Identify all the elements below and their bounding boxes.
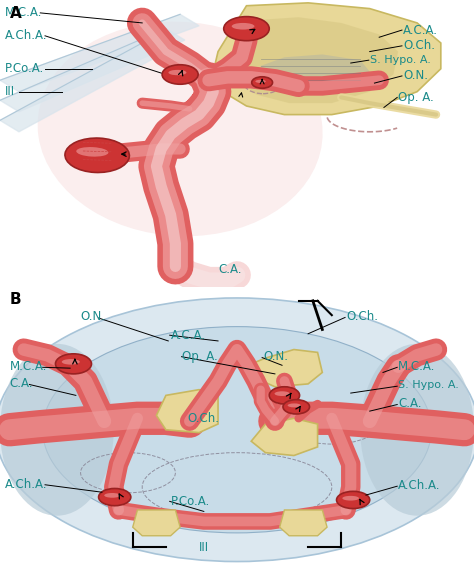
Text: Op. A.: Op. A. xyxy=(398,91,434,104)
Ellipse shape xyxy=(0,344,114,516)
Polygon shape xyxy=(251,350,322,387)
Polygon shape xyxy=(256,54,370,89)
Polygon shape xyxy=(0,14,199,92)
Text: M.C.A.: M.C.A. xyxy=(9,360,47,373)
Ellipse shape xyxy=(65,138,129,172)
Ellipse shape xyxy=(99,488,131,506)
Text: O.N.: O.N. xyxy=(263,350,288,363)
Ellipse shape xyxy=(62,359,80,364)
Text: A.Ch.A.: A.Ch.A. xyxy=(5,29,47,42)
Ellipse shape xyxy=(232,23,255,30)
Text: A.C.A.: A.C.A. xyxy=(171,329,206,342)
Ellipse shape xyxy=(288,403,301,407)
Text: III: III xyxy=(5,85,15,98)
Text: P.Co.A.: P.Co.A. xyxy=(5,62,44,75)
Text: O.N.: O.N. xyxy=(81,310,106,323)
Ellipse shape xyxy=(255,80,266,83)
Text: A.Ch.A.: A.Ch.A. xyxy=(5,478,47,490)
Polygon shape xyxy=(237,17,398,103)
Polygon shape xyxy=(133,510,180,536)
Ellipse shape xyxy=(104,493,120,498)
Text: M.C.A.: M.C.A. xyxy=(5,6,42,19)
Ellipse shape xyxy=(224,17,269,41)
Text: P.Co.A.: P.Co.A. xyxy=(171,495,210,508)
Ellipse shape xyxy=(43,327,431,533)
Ellipse shape xyxy=(283,400,310,414)
Ellipse shape xyxy=(76,147,109,156)
Polygon shape xyxy=(251,418,318,456)
Text: A.C.A.: A.C.A. xyxy=(403,23,438,37)
Ellipse shape xyxy=(269,387,300,404)
Ellipse shape xyxy=(274,391,290,396)
Text: A: A xyxy=(9,6,21,21)
Ellipse shape xyxy=(55,354,91,374)
Ellipse shape xyxy=(37,22,323,236)
Text: C.A.: C.A. xyxy=(218,263,242,276)
Polygon shape xyxy=(0,29,185,112)
Ellipse shape xyxy=(337,491,370,509)
Text: A.Ch.A.: A.Ch.A. xyxy=(398,479,441,492)
Text: S. Hypo. A.: S. Hypo. A. xyxy=(398,380,459,390)
Polygon shape xyxy=(0,43,161,132)
Text: O.N.: O.N. xyxy=(403,69,428,83)
Ellipse shape xyxy=(252,77,273,88)
Text: O.Ch.: O.Ch. xyxy=(346,310,378,323)
Polygon shape xyxy=(213,3,441,115)
Text: S. Hypo. A.: S. Hypo. A. xyxy=(370,55,430,65)
Ellipse shape xyxy=(162,65,198,84)
Text: M.C.A.: M.C.A. xyxy=(398,360,436,373)
Ellipse shape xyxy=(342,496,359,501)
Ellipse shape xyxy=(168,70,186,75)
Polygon shape xyxy=(156,390,218,433)
Text: O.Ch.: O.Ch. xyxy=(403,40,435,52)
Text: B: B xyxy=(9,292,21,307)
Text: C.A.: C.A. xyxy=(9,378,33,390)
Ellipse shape xyxy=(360,344,474,516)
Text: O.Ch.: O.Ch. xyxy=(187,412,219,425)
Ellipse shape xyxy=(0,298,474,562)
Polygon shape xyxy=(280,510,327,536)
Text: C.A.: C.A. xyxy=(398,398,422,410)
Text: Op. A.: Op. A. xyxy=(182,350,218,363)
Text: III: III xyxy=(199,541,209,554)
